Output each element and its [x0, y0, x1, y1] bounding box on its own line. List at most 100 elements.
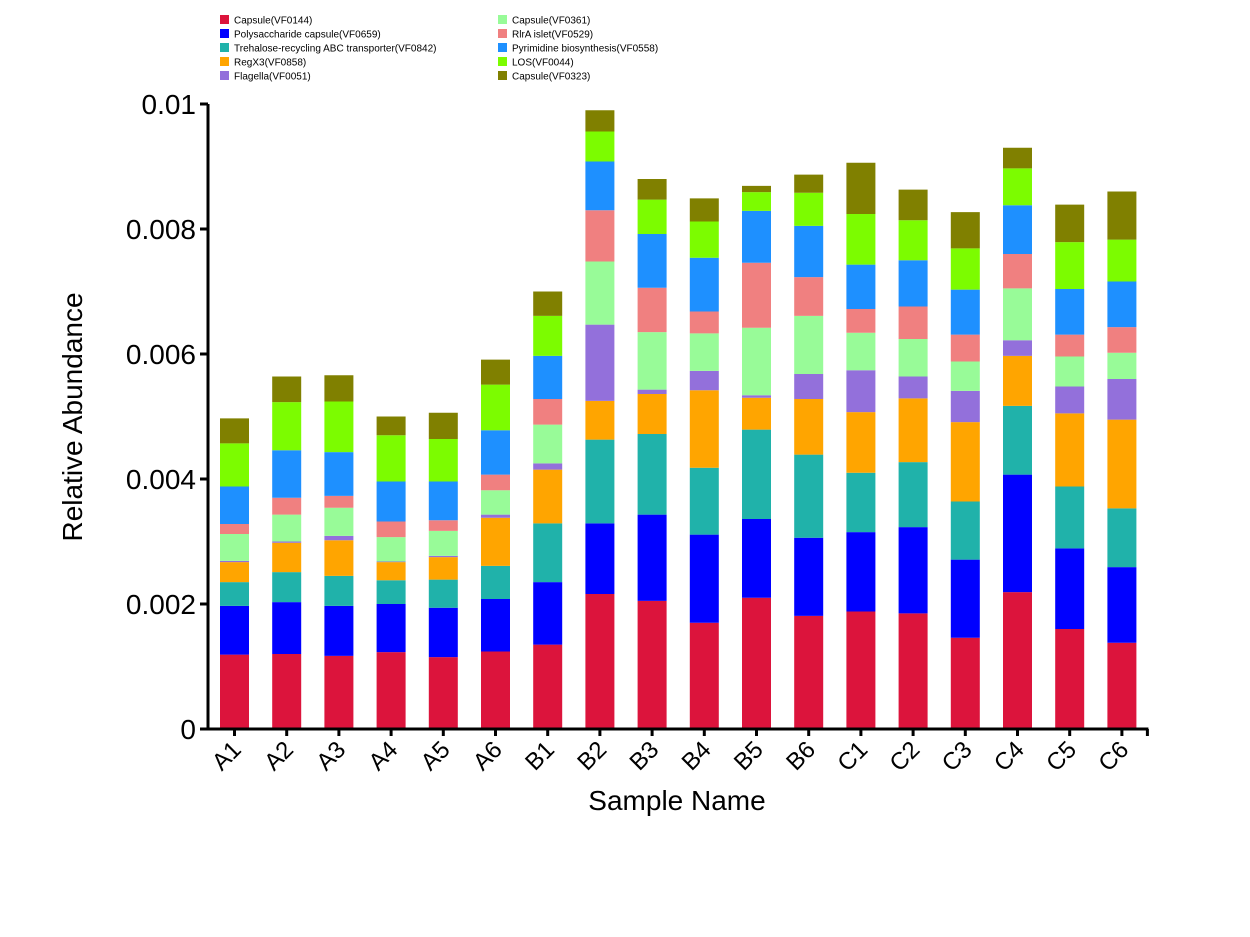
bar-segment [950, 334, 980, 362]
bar-segment [376, 561, 406, 563]
bar-segment [481, 565, 510, 599]
bar-segment [428, 607, 458, 658]
x-tick-label: B3 [624, 736, 664, 776]
bar-segment [1107, 508, 1137, 568]
bar-segment [585, 324, 615, 401]
x-tick-label: C3 [937, 736, 978, 777]
bar-segment [481, 474, 510, 491]
bar-segment [376, 652, 406, 729]
bar-segment [220, 654, 249, 729]
bar-segment [742, 327, 771, 396]
bar-segment [898, 398, 928, 463]
bar-segment [1003, 147, 1032, 169]
bar-segment [533, 315, 563, 356]
bar-segment [272, 541, 302, 543]
legend-label: LOS(VF0044) [512, 58, 574, 69]
bar-segment [898, 613, 928, 729]
bar-segment [481, 384, 510, 431]
legend-swatch [220, 71, 229, 80]
y-tick-label: 0.004 [126, 464, 196, 495]
x-ticks: A1 A2 A3 A4 A5 A6 B1 B2 B3 B4 B5 B6 C1 C2 C3 C4 C5 C6 [207, 729, 1149, 777]
bar-segment [585, 210, 615, 262]
bar-segment [637, 199, 667, 234]
axes [206, 104, 1149, 731]
bar-segment [637, 234, 667, 288]
x-tick-label: A3 [311, 736, 351, 776]
bar-segment [794, 225, 824, 278]
bar-segment [585, 594, 615, 729]
y-tick-label: 0.008 [126, 214, 196, 245]
bar-segment [846, 472, 876, 533]
bar-segment [689, 467, 719, 535]
y-tick-label: 0.002 [126, 589, 196, 620]
bar-segment [533, 644, 563, 729]
bar-segment [324, 605, 354, 656]
bar-segment [898, 527, 928, 614]
bar-segment [742, 185, 771, 193]
legend-label: Polysaccharide capsule(VF0659) [234, 30, 381, 41]
bar-segment [220, 524, 249, 534]
bar-segment [1003, 474, 1032, 593]
bar-segment [950, 501, 980, 560]
bar-segment [689, 370, 719, 391]
bar-segment [272, 497, 302, 515]
bar-segment [1107, 281, 1137, 328]
bar-segment [272, 654, 302, 729]
x-tick-label: C6 [1093, 736, 1134, 777]
bar-segment [637, 179, 667, 200]
bar-segment [846, 611, 876, 729]
bar-segment [220, 486, 249, 524]
bar-segment [689, 198, 719, 222]
bar-segment [950, 248, 980, 290]
bar-segment [846, 332, 876, 371]
bar-segment [220, 534, 249, 561]
bar-segment [481, 651, 510, 729]
bar-segment [1107, 567, 1137, 643]
y-axis-title: Relative Abundance [57, 292, 88, 541]
x-tick-label: B2 [572, 736, 612, 776]
bar-segment [1055, 242, 1085, 289]
bar-segment [272, 602, 302, 654]
legend: Capsule(VF0144) Polysaccharide capsule(VF… [220, 15, 658, 83]
bar-segment [1107, 379, 1137, 420]
bar-segment [846, 214, 876, 265]
legend-label: Capsule(VF0323) [512, 72, 590, 83]
bar-segment [1107, 239, 1137, 282]
bar-segment [376, 604, 406, 653]
bar-segment [481, 514, 510, 518]
legend-swatch [220, 29, 229, 38]
bar-segment [324, 655, 354, 729]
legend-swatch [498, 43, 507, 52]
bar-segment [272, 402, 302, 451]
bar-segment [533, 399, 563, 425]
legend-label: RegX3(VF0858) [234, 58, 306, 69]
bar-segment [1055, 289, 1085, 335]
bar-segment [1003, 254, 1032, 289]
bar-segment [1055, 204, 1085, 243]
y-ticks: 0 0.002 0.004 0.006 0.008 0.01 [126, 89, 208, 745]
bar-segment [220, 582, 249, 606]
bar-segment [376, 562, 406, 581]
bar-segment [950, 289, 980, 335]
bar-segment [846, 309, 876, 333]
bar-segment [1003, 405, 1032, 475]
bar-segment [742, 210, 771, 263]
bar-segment [742, 262, 771, 328]
x-tick-label: C4 [989, 736, 1030, 777]
x-tick-label: C2 [885, 736, 926, 777]
bar-segment [481, 599, 510, 652]
legend-label: Flagella(VF0051) [234, 72, 311, 83]
bar-segment [481, 359, 510, 385]
bar-segment [742, 192, 771, 211]
bar-segment [950, 422, 980, 502]
bar-segment [794, 315, 824, 374]
legend-swatch [498, 57, 507, 66]
bar-segment [637, 394, 667, 434]
bar-segment [1003, 355, 1032, 406]
bar-segment [585, 131, 615, 162]
bar-segment [324, 401, 354, 453]
bar-segment [585, 400, 615, 440]
bar-segment [950, 361, 980, 391]
bar-segment [689, 390, 719, 468]
bar-segment [794, 277, 824, 316]
